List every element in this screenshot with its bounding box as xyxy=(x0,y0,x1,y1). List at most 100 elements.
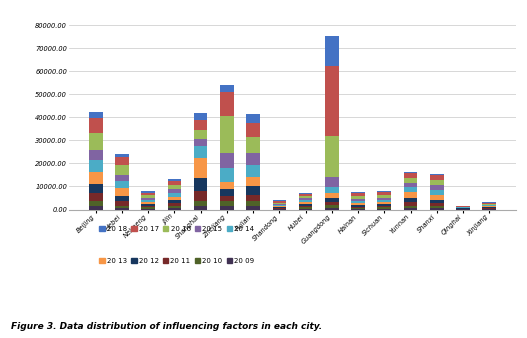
Bar xyxy=(299,204,313,206)
Bar xyxy=(141,195,155,198)
Bar xyxy=(325,206,339,208)
Bar xyxy=(220,85,233,92)
Bar xyxy=(430,206,444,208)
Text: Figure 3. Data distribution of influencing factors in each city.: Figure 3. Data distribution of influenci… xyxy=(11,322,321,331)
Bar xyxy=(168,189,181,193)
Bar xyxy=(89,133,103,150)
Bar xyxy=(299,193,313,194)
Bar xyxy=(89,171,103,184)
Bar xyxy=(404,208,417,210)
Bar xyxy=(430,185,444,190)
Bar xyxy=(220,168,233,182)
Bar xyxy=(377,204,391,206)
Bar xyxy=(168,197,181,200)
Bar xyxy=(194,120,208,130)
Bar xyxy=(141,200,155,202)
Bar xyxy=(482,203,496,204)
Bar xyxy=(89,112,103,118)
Bar xyxy=(482,204,496,205)
Bar xyxy=(352,208,365,209)
Bar xyxy=(430,180,444,185)
Bar xyxy=(325,177,339,187)
Bar xyxy=(377,208,391,209)
Bar xyxy=(272,208,286,209)
Bar xyxy=(352,192,365,193)
Bar xyxy=(482,208,496,209)
Bar xyxy=(352,203,365,205)
Bar xyxy=(404,172,417,173)
Bar xyxy=(272,201,286,202)
Bar xyxy=(352,193,365,196)
Bar xyxy=(246,195,260,201)
Bar xyxy=(194,113,208,120)
Bar xyxy=(404,187,417,192)
Bar xyxy=(430,174,444,175)
Bar xyxy=(246,165,260,177)
Bar xyxy=(456,208,470,209)
Bar xyxy=(168,185,181,189)
Bar xyxy=(272,207,286,208)
Bar xyxy=(325,193,339,198)
Bar xyxy=(404,192,417,198)
Bar xyxy=(246,114,260,123)
Bar xyxy=(168,182,181,185)
Bar xyxy=(482,207,496,208)
Bar xyxy=(141,206,155,208)
Bar xyxy=(115,175,129,182)
Bar xyxy=(430,208,444,210)
Bar xyxy=(246,137,260,153)
Bar xyxy=(377,200,391,202)
Bar xyxy=(246,123,260,137)
Bar xyxy=(404,198,417,202)
Bar xyxy=(299,194,313,196)
Bar xyxy=(299,208,313,209)
Bar xyxy=(272,200,286,201)
Bar xyxy=(430,195,444,200)
Bar xyxy=(430,200,444,203)
Bar xyxy=(194,158,208,178)
Bar xyxy=(194,191,208,201)
Bar xyxy=(272,204,286,205)
Bar xyxy=(89,118,103,133)
Bar xyxy=(377,198,391,200)
Bar xyxy=(404,183,417,187)
Bar xyxy=(377,206,391,208)
Bar xyxy=(482,209,496,210)
Bar xyxy=(220,92,233,116)
Bar xyxy=(246,206,260,210)
Bar xyxy=(299,196,313,198)
Bar xyxy=(141,204,155,206)
Bar xyxy=(141,191,155,193)
Bar xyxy=(430,203,444,206)
Bar xyxy=(377,193,391,195)
Bar xyxy=(89,150,103,160)
Bar xyxy=(299,198,313,200)
Bar xyxy=(430,190,444,195)
Legend: 20 18, 20 17, 20 16, 20 15, 20 14: 20 18, 20 17, 20 16, 20 15, 20 14 xyxy=(99,225,255,232)
Bar xyxy=(352,209,365,210)
Bar xyxy=(430,175,444,180)
Bar xyxy=(482,206,496,207)
Bar xyxy=(194,130,208,139)
Bar xyxy=(404,177,417,183)
Bar xyxy=(115,154,129,157)
Bar xyxy=(299,209,313,210)
Bar xyxy=(272,206,286,207)
Bar xyxy=(89,201,103,206)
Bar xyxy=(456,206,470,207)
Bar xyxy=(168,203,181,206)
Bar xyxy=(115,188,129,196)
Bar xyxy=(220,189,233,196)
Bar xyxy=(272,202,286,204)
Bar xyxy=(168,179,181,182)
Bar xyxy=(377,191,391,193)
Bar xyxy=(377,195,391,198)
Bar xyxy=(299,202,313,204)
Bar xyxy=(194,178,208,191)
Bar xyxy=(194,139,208,146)
Bar xyxy=(115,165,129,175)
Bar xyxy=(325,208,339,210)
Legend: 20 13, 20 12, 20 11, 20 10, 20 09: 20 13, 20 12, 20 11, 20 10, 20 09 xyxy=(99,257,255,264)
Bar xyxy=(377,209,391,210)
Bar xyxy=(168,208,181,210)
